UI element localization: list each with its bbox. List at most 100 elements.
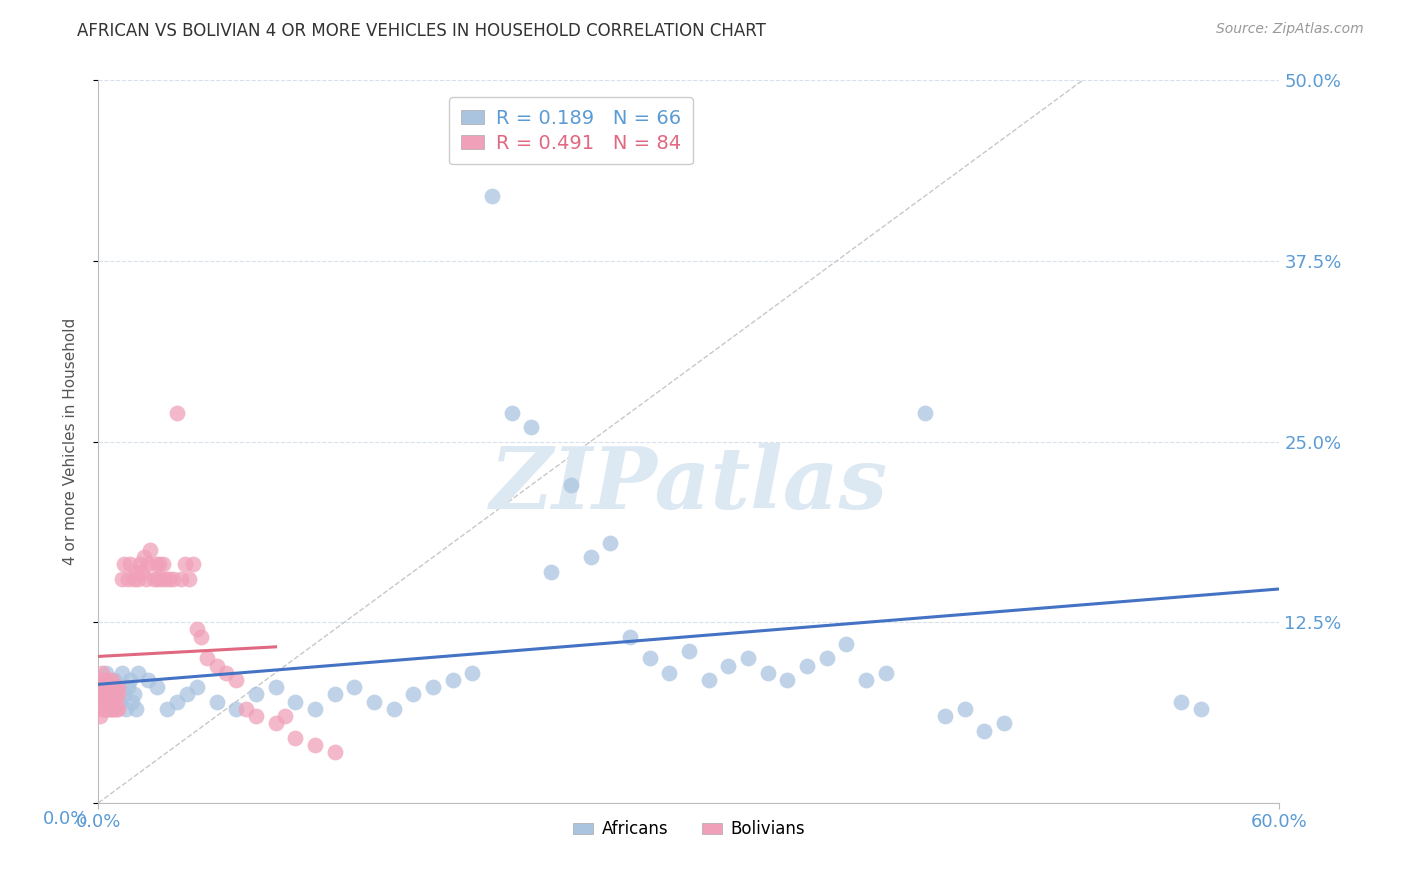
Point [89, 687, 111, 701]
Point [953, 702, 976, 716]
Point [245, 687, 267, 701]
Point [96, 687, 118, 701]
Point [132, 550, 155, 565]
Point [481, 189, 503, 203]
Point [150, 572, 173, 586]
Point [96, 702, 118, 716]
Point [274, 709, 297, 723]
Point [776, 673, 799, 687]
Point [284, 731, 307, 745]
Point [97, 702, 120, 716]
Point [91, 673, 114, 687]
Point [155, 572, 177, 586]
Point [540, 565, 562, 579]
Point [105, 702, 128, 716]
Point [148, 558, 170, 572]
Point [619, 630, 641, 644]
Point [107, 680, 129, 694]
Point [101, 695, 124, 709]
Point [91, 680, 114, 694]
Point [304, 702, 326, 716]
Point [96, 695, 118, 709]
Point [323, 687, 346, 701]
Point [264, 680, 287, 694]
Point [796, 658, 818, 673]
Point [93, 702, 115, 716]
Point [98, 680, 121, 694]
Point [176, 687, 198, 701]
Y-axis label: 4 or more Vehicles in Household: 4 or more Vehicles in Household [63, 318, 77, 566]
Point [115, 702, 138, 716]
Point [96, 695, 118, 709]
Point [131, 565, 153, 579]
Point [678, 644, 700, 658]
Point [135, 572, 157, 586]
Point [402, 687, 425, 701]
Point [162, 572, 184, 586]
Point [98, 687, 121, 701]
Point [186, 680, 208, 694]
Point [934, 709, 956, 723]
Point [103, 695, 125, 709]
Point [181, 558, 204, 572]
Point [973, 723, 995, 738]
Point [166, 695, 188, 709]
Point [96, 680, 118, 694]
Point [112, 687, 135, 701]
Point [157, 572, 180, 586]
Point [118, 673, 141, 687]
Point [737, 651, 759, 665]
Point [101, 702, 124, 716]
Point [107, 687, 129, 701]
Point [96, 702, 118, 716]
Point [156, 702, 179, 716]
Point [1170, 695, 1192, 709]
Point [91, 665, 114, 680]
Point [174, 558, 197, 572]
Point [125, 702, 148, 716]
Point [245, 709, 267, 723]
Point [235, 702, 257, 716]
Point [717, 658, 740, 673]
Point [128, 558, 150, 572]
Point [166, 406, 188, 420]
Point [118, 558, 141, 572]
Text: Source: ZipAtlas.com: Source: ZipAtlas.com [1216, 22, 1364, 37]
Point [323, 745, 346, 759]
Point [97, 695, 120, 709]
Point [186, 623, 208, 637]
Point [225, 702, 247, 716]
Point [142, 572, 165, 586]
Point [98, 695, 121, 709]
Point [121, 695, 143, 709]
Point [215, 665, 238, 680]
Point [93, 687, 115, 701]
Point [93, 695, 115, 709]
Point [125, 565, 148, 579]
Point [101, 673, 124, 687]
Point [363, 695, 385, 709]
Point [127, 572, 149, 586]
Point [422, 680, 444, 694]
Point [152, 558, 174, 572]
Text: AFRICAN VS BOLIVIAN 4 OR MORE VEHICLES IN HOUSEHOLD CORRELATION CHART: AFRICAN VS BOLIVIAN 4 OR MORE VEHICLES I… [77, 22, 766, 40]
Point [146, 572, 169, 586]
Point [101, 702, 124, 716]
Point [103, 702, 125, 716]
Point [107, 680, 129, 694]
Point [91, 702, 114, 716]
Point [177, 572, 200, 586]
Point [264, 716, 287, 731]
Point [98, 702, 121, 716]
Point [875, 665, 897, 680]
Point [1189, 702, 1212, 716]
Point [658, 665, 681, 680]
Point [91, 673, 114, 687]
Point [103, 687, 125, 701]
Point [170, 572, 193, 586]
Point [105, 680, 128, 694]
Text: ZIPatlas: ZIPatlas [489, 443, 889, 526]
Point [599, 535, 621, 549]
Point [138, 542, 160, 557]
Point [91, 695, 114, 709]
